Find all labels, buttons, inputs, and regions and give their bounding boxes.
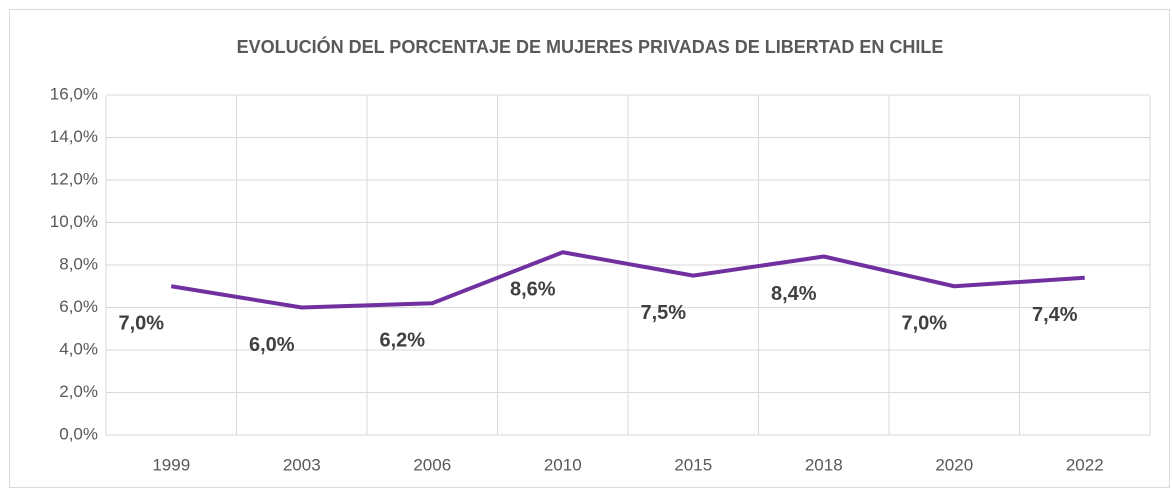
y-tick-label: 8,0% [59,254,98,273]
x-tick-label: 2020 [935,455,973,474]
y-tick-label: 6,0% [59,297,98,316]
x-tick-label: 2022 [1066,455,1104,474]
x-tick-label: 1999 [152,455,190,474]
data-label: 6,2% [379,330,425,352]
y-tick-label: 2,0% [59,382,98,401]
y-tick-label: 4,0% [59,339,98,358]
x-tick-label: 2015 [674,455,712,474]
data-label: 7,0% [901,313,947,335]
data-label: 6,0% [249,334,295,356]
data-label: 8,6% [510,279,556,301]
data-label: 7,5% [640,302,686,324]
y-tick-label: 0,0% [59,424,98,443]
y-tick-label: 12,0% [50,169,98,188]
data-label: 7,0% [118,313,164,335]
chart-title: EVOLUCIÓN DEL PORCENTAJE DE MUJERES PRIV… [237,36,944,57]
chart-border [9,9,1170,488]
y-tick-label: 10,0% [50,212,98,231]
series-line [170,250,1085,310]
y-tick-label: 16,0% [50,84,98,103]
data-label: 8,4% [771,283,817,305]
x-tick-label: 2010 [544,455,582,474]
y-tick-label: 14,0% [50,127,98,146]
x-tick-label: 2018 [805,455,843,474]
x-tick-label: 2006 [413,455,451,474]
data-label: 7,4% [1032,304,1078,326]
x-tick-label: 2003 [283,455,321,474]
